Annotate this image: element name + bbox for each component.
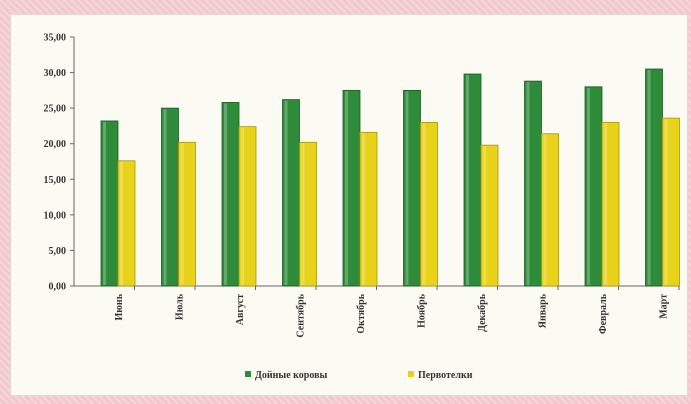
x-category-label: Декабрь <box>477 293 488 332</box>
bar-highlight <box>302 143 305 285</box>
legend-label: Первотелки <box>418 370 473 381</box>
x-category-label: Февраль <box>598 293 609 334</box>
bar-highlight <box>406 91 409 285</box>
y-tick-label: 15,00 <box>44 175 67 186</box>
bar-highlight <box>527 82 530 285</box>
legend-label: Дойные коровы <box>255 370 327 381</box>
bar-highlight <box>103 122 106 285</box>
bar-highlight <box>224 103 227 285</box>
bar-highlight <box>181 143 184 285</box>
bar-highlight <box>241 128 244 285</box>
bar-highlight <box>587 88 590 285</box>
x-category-label: Январь <box>538 293 549 328</box>
y-tick-label: 35,00 <box>44 33 67 44</box>
bar-chart: 0,00 5,00 10,00 15,00 20,00 25,00 30,00 35,00 Ию… <box>11 15 687 395</box>
bar-highlight <box>544 135 547 285</box>
x-category-label: Март <box>659 294 670 319</box>
bar-highlight <box>466 75 469 285</box>
x-category-label: Октябрь <box>356 293 367 333</box>
bar-highlight <box>164 109 167 285</box>
x-category-label: Июнь <box>114 293 125 320</box>
y-tick-label: 0,00 <box>49 282 67 293</box>
bar-highlight <box>423 123 426 285</box>
x-category-label: Ноябрь <box>417 293 428 328</box>
y-tick-label: 25,00 <box>44 104 67 115</box>
x-category-label: Август <box>235 294 246 325</box>
x-category-label: Сентябрь <box>296 293 307 337</box>
chart-panel: 0,00 5,00 10,00 15,00 20,00 25,00 30,00 35,00 Ию… <box>10 14 688 396</box>
y-tick-label: 30,00 <box>44 68 67 79</box>
bar-highlight <box>345 91 348 285</box>
x-category-label: Июль <box>175 293 186 320</box>
y-tick-label: 10,00 <box>44 210 67 221</box>
bar-highlight <box>604 123 607 285</box>
bar-highlight <box>648 70 651 285</box>
bar-highlight <box>285 101 288 285</box>
y-tick-label: 5,00 <box>49 246 67 257</box>
legend-swatch <box>408 371 414 377</box>
bar-highlight <box>483 146 486 285</box>
legend-swatch <box>245 371 251 377</box>
y-tick-label: 20,00 <box>44 139 67 150</box>
bar-highlight <box>362 133 365 285</box>
bar-highlight <box>665 119 668 285</box>
bar-highlight <box>120 162 123 285</box>
